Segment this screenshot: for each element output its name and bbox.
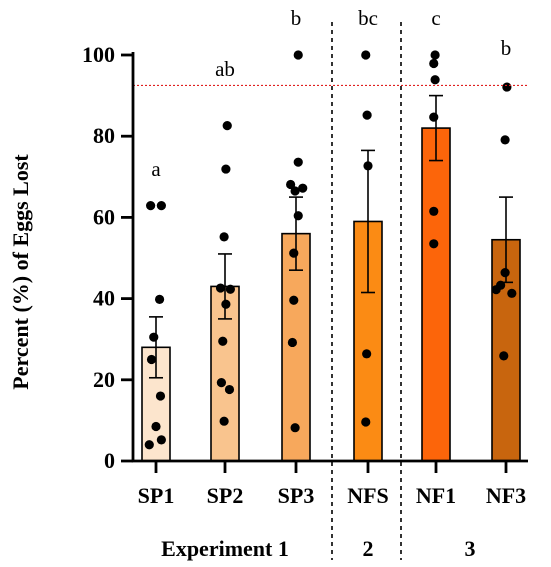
data-point-sp2-1 [221, 164, 231, 174]
y-tick-label-100: 100 [82, 42, 115, 67]
data-point-nfs-4 [361, 417, 371, 427]
data-point-nf1-3 [429, 112, 439, 122]
data-point-sp2-9 [219, 416, 229, 426]
data-point-sp2-0 [222, 121, 232, 131]
data-point-sp1-3 [149, 332, 159, 342]
data-point-nfs-0 [361, 50, 371, 60]
x-tick-label-nf1: NF1 [416, 483, 456, 508]
x-tick-label-sp2: SP2 [207, 483, 244, 508]
x-tick-label-nf3: NF3 [486, 483, 526, 508]
data-point-sp2-8 [224, 384, 235, 395]
x-tick-label-nfs: NFS [347, 483, 389, 508]
data-point-sp3-8 [287, 337, 298, 348]
significance-letter-sp1: a [151, 157, 161, 181]
data-point-sp3-9 [290, 423, 300, 433]
y-axis-title: Percent (%) of Eggs Lost [8, 154, 33, 390]
data-point-sp1-5 [155, 391, 166, 401]
data-point-sp3-1 [293, 157, 303, 167]
data-point-sp3-3 [298, 183, 308, 193]
data-point-nf3-1 [500, 135, 510, 145]
group-label-2: 2 [363, 536, 374, 561]
y-tick-label-80: 80 [93, 123, 115, 148]
data-point-nf1-5 [429, 239, 439, 249]
group-label-1: Experiment 1 [161, 536, 289, 561]
error-bars-layer [149, 94, 513, 379]
data-point-sp2-4 [225, 284, 235, 294]
data-point-nf3-0 [502, 82, 512, 92]
x-tick-label-sp3: SP3 [278, 483, 315, 508]
data-point-sp2-3 [215, 283, 226, 293]
data-point-sp1-4 [146, 354, 157, 365]
data-point-sp1-0 [146, 201, 156, 211]
data-point-sp3-5 [293, 211, 303, 221]
data-point-sp1-6 [151, 421, 161, 432]
data-point-sp1-1 [156, 201, 166, 211]
data-point-nf3-5 [507, 288, 517, 298]
significance-letter-sp3: b [291, 6, 302, 30]
data-point-nf1-2 [430, 75, 440, 85]
data-point-sp2-7 [216, 378, 227, 388]
axes-layer [121, 22, 528, 560]
y-tick-label-40: 40 [93, 286, 115, 311]
significance-letter-nfs: bc [358, 6, 378, 30]
data-point-sp3-6 [289, 248, 299, 258]
data-point-sp1-2 [154, 294, 165, 305]
data-point-sp1-7 [156, 435, 166, 445]
y-tick-label-0: 0 [104, 448, 115, 473]
data-point-nfs-2 [363, 161, 373, 171]
data-point-nf1-1 [429, 58, 439, 69]
data-point-nf1-0 [430, 50, 440, 60]
data-point-sp3-4 [290, 186, 300, 196]
data-point-sp1-8 [144, 440, 154, 450]
group-label-3: 3 [465, 536, 476, 561]
data-point-sp3-2 [286, 179, 296, 190]
significance-letter-nf3: b [501, 36, 512, 60]
data-point-sp2-5 [221, 299, 231, 309]
data-point-nf3-4 [491, 285, 501, 295]
data-point-nf3-6 [499, 351, 509, 361]
points-layer [144, 50, 517, 450]
data-point-sp3-7 [289, 295, 299, 305]
bars-layer [141, 127, 521, 462]
y-tick-label-20: 20 [93, 367, 115, 392]
x-tick-label-sp1: SP1 [138, 483, 175, 508]
data-point-sp2-2 [219, 232, 229, 242]
y-tick-label-60: 60 [93, 204, 115, 229]
bar-nf1 [421, 127, 451, 462]
data-point-nf3-2 [500, 268, 510, 278]
labels-layer: 0 20 40 60 80 100 SP1 SP2 SP3 NFS NF1 NF3 a ab b bc c b Ex… [8, 6, 526, 561]
data-point-nfs-1 [362, 110, 372, 120]
data-point-nfs-3 [362, 349, 372, 359]
significance-letter-nf1: c [431, 6, 440, 30]
data-point-sp3-0 [293, 50, 303, 60]
data-point-nf1-4 [429, 206, 439, 216]
data-point-sp2-6 [218, 336, 228, 346]
significance-letter-sp2: ab [215, 57, 235, 81]
